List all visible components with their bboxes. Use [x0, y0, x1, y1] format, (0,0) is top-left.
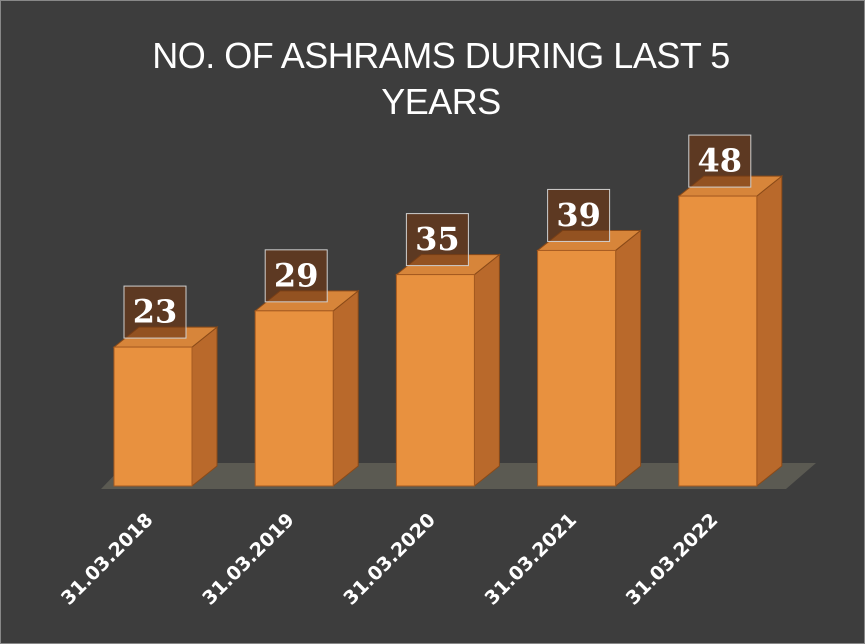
bar	[254, 310, 334, 487]
value-label: 35	[415, 220, 460, 258]
bar-side	[756, 175, 783, 488]
bar-side	[191, 326, 218, 488]
bar-side	[332, 289, 359, 488]
x-tick-label: 31.03.2018	[57, 509, 158, 610]
value-label: 48	[698, 142, 743, 180]
value-label-box	[405, 213, 469, 267]
bar	[113, 346, 193, 487]
value-label: 29	[274, 256, 319, 294]
value-label: 39	[556, 196, 601, 234]
chart-title: NO. OF ASHRAMS DURING LAST 5 YEARS	[152, 35, 730, 122]
value-label: 23	[133, 293, 178, 331]
x-tick-label: 31.03.2020	[339, 509, 440, 610]
value-label-box	[264, 249, 328, 303]
value-label-box	[123, 285, 187, 339]
value-label-box	[688, 134, 752, 188]
bar	[395, 274, 475, 487]
x-tick-label: 31.03.2021	[481, 509, 582, 610]
bar	[537, 249, 617, 487]
x-tick-label: 31.03.2019	[198, 509, 299, 610]
value-label-box	[547, 188, 611, 242]
x-tick-label: 31.03.2022	[622, 509, 723, 610]
bar	[678, 195, 758, 487]
bar-side	[473, 253, 500, 488]
bar-side	[615, 229, 642, 488]
